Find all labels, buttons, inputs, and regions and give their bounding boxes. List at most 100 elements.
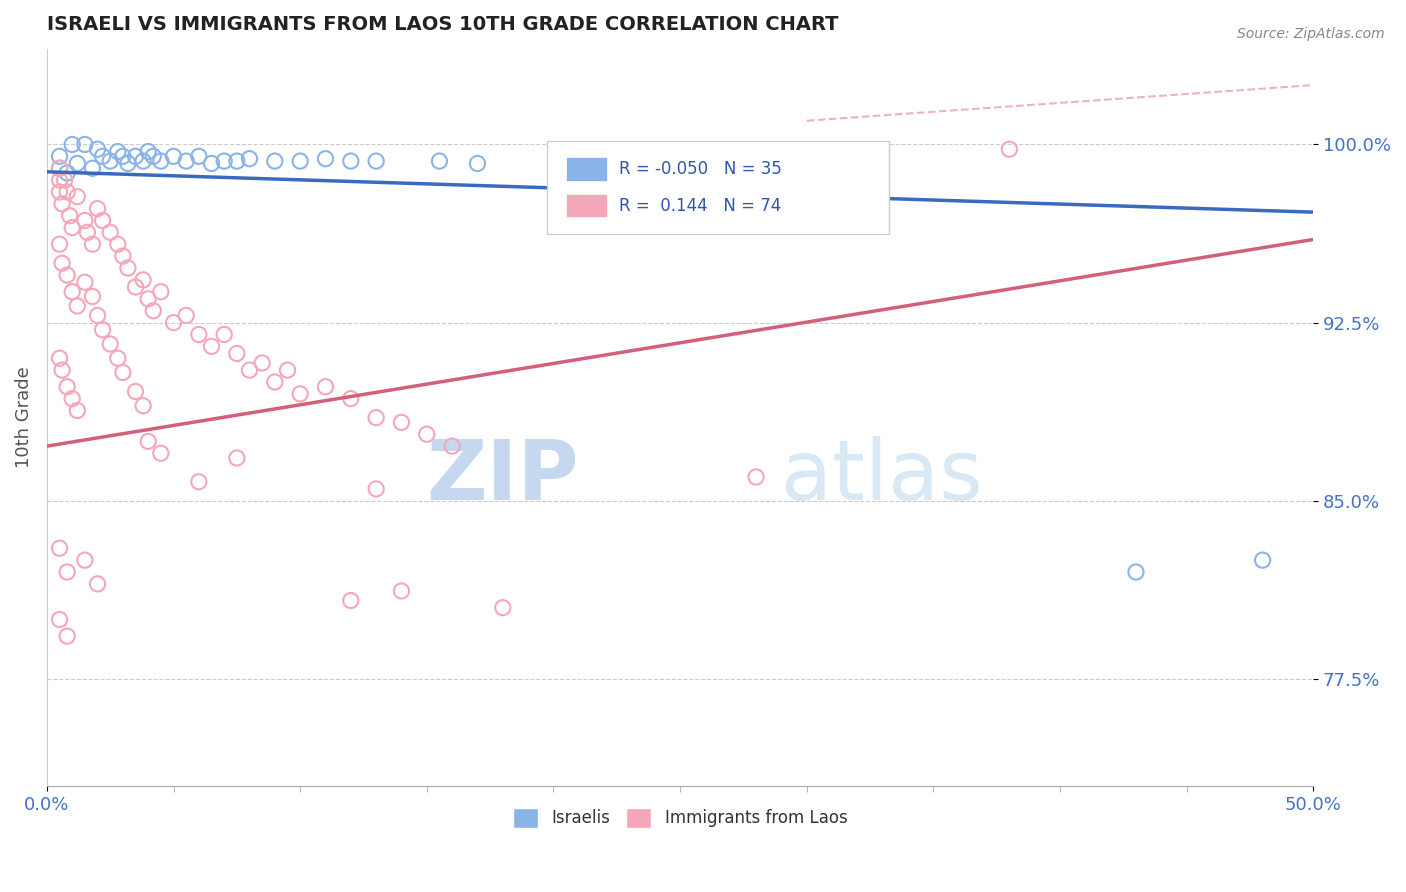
- Point: [76, 225, 98, 239]
- Legend: Israelis, Immigrants from Laos: Israelis, Immigrants from Laos: [505, 799, 856, 837]
- FancyBboxPatch shape: [547, 142, 889, 234]
- Point: [56, 629, 79, 643]
- Point: [340, 154, 363, 169]
- Point: [136, 145, 159, 159]
- Text: R = -0.050   N = 35: R = -0.050 N = 35: [619, 160, 782, 178]
- Point: [48, 149, 70, 163]
- Point: [998, 142, 1021, 156]
- Point: [98, 154, 121, 169]
- Point: [73, 137, 96, 152]
- Point: [60, 285, 83, 299]
- Point: [48, 161, 70, 176]
- Point: [60, 392, 83, 406]
- Point: [340, 593, 363, 607]
- Point: [225, 450, 247, 465]
- Point: [51, 197, 73, 211]
- Point: [136, 434, 159, 449]
- Point: [48, 173, 70, 187]
- Point: [98, 225, 121, 239]
- Point: [59, 209, 82, 223]
- Point: [225, 154, 247, 169]
- Point: [162, 149, 184, 163]
- Point: [391, 584, 413, 599]
- Point: [1125, 565, 1147, 579]
- Point: [111, 249, 134, 263]
- Text: ZIP: ZIP: [426, 436, 579, 517]
- Point: [391, 416, 413, 430]
- Point: [60, 220, 83, 235]
- Point: [66, 403, 89, 417]
- Point: [263, 375, 285, 389]
- Point: [149, 285, 172, 299]
- Point: [187, 149, 209, 163]
- Point: [124, 384, 146, 399]
- Point: [250, 356, 273, 370]
- Point: [174, 309, 197, 323]
- Point: [117, 156, 139, 170]
- Point: [48, 351, 70, 366]
- Point: [288, 154, 311, 169]
- Point: [82, 289, 104, 303]
- Point: [132, 154, 155, 169]
- Point: [132, 273, 155, 287]
- Point: [56, 166, 79, 180]
- Point: [340, 392, 363, 406]
- Point: [1251, 553, 1274, 567]
- Point: [187, 327, 209, 342]
- Point: [263, 154, 285, 169]
- Point: [73, 275, 96, 289]
- Point: [56, 380, 79, 394]
- Point: [416, 427, 439, 442]
- Point: [111, 366, 134, 380]
- Text: Source: ZipAtlas.com: Source: ZipAtlas.com: [1237, 27, 1385, 41]
- Point: [467, 156, 489, 170]
- Point: [142, 303, 165, 318]
- Point: [66, 156, 89, 170]
- Point: [86, 142, 108, 156]
- Point: [48, 541, 70, 556]
- Point: [56, 185, 79, 199]
- Point: [86, 309, 108, 323]
- Point: [86, 202, 108, 216]
- Point: [48, 613, 70, 627]
- Point: [91, 323, 114, 337]
- Point: [366, 154, 388, 169]
- Point: [107, 237, 129, 252]
- Point: [124, 149, 146, 163]
- Point: [238, 152, 260, 166]
- Point: [593, 154, 616, 169]
- Point: [73, 553, 96, 567]
- Point: [136, 292, 159, 306]
- Point: [212, 154, 235, 169]
- Point: [82, 161, 104, 176]
- Point: [441, 439, 464, 453]
- Point: [56, 565, 79, 579]
- Point: [73, 213, 96, 227]
- Point: [212, 327, 235, 342]
- Point: [111, 149, 134, 163]
- Point: [429, 154, 451, 169]
- Point: [492, 600, 515, 615]
- Point: [315, 380, 337, 394]
- Point: [276, 363, 298, 377]
- Point: [53, 173, 76, 187]
- Point: [51, 256, 73, 270]
- Point: [86, 577, 108, 591]
- FancyBboxPatch shape: [567, 194, 606, 218]
- Point: [56, 268, 79, 282]
- Point: [238, 363, 260, 377]
- Point: [745, 470, 768, 484]
- Point: [200, 339, 222, 353]
- Point: [48, 237, 70, 252]
- Point: [48, 161, 70, 176]
- Point: [107, 351, 129, 366]
- Point: [162, 316, 184, 330]
- Point: [288, 387, 311, 401]
- Point: [366, 410, 388, 425]
- Point: [187, 475, 209, 489]
- Text: ISRAELI VS IMMIGRANTS FROM LAOS 10TH GRADE CORRELATION CHART: ISRAELI VS IMMIGRANTS FROM LAOS 10TH GRA…: [46, 15, 838, 34]
- Point: [315, 152, 337, 166]
- Point: [66, 299, 89, 313]
- Point: [200, 156, 222, 170]
- Point: [132, 399, 155, 413]
